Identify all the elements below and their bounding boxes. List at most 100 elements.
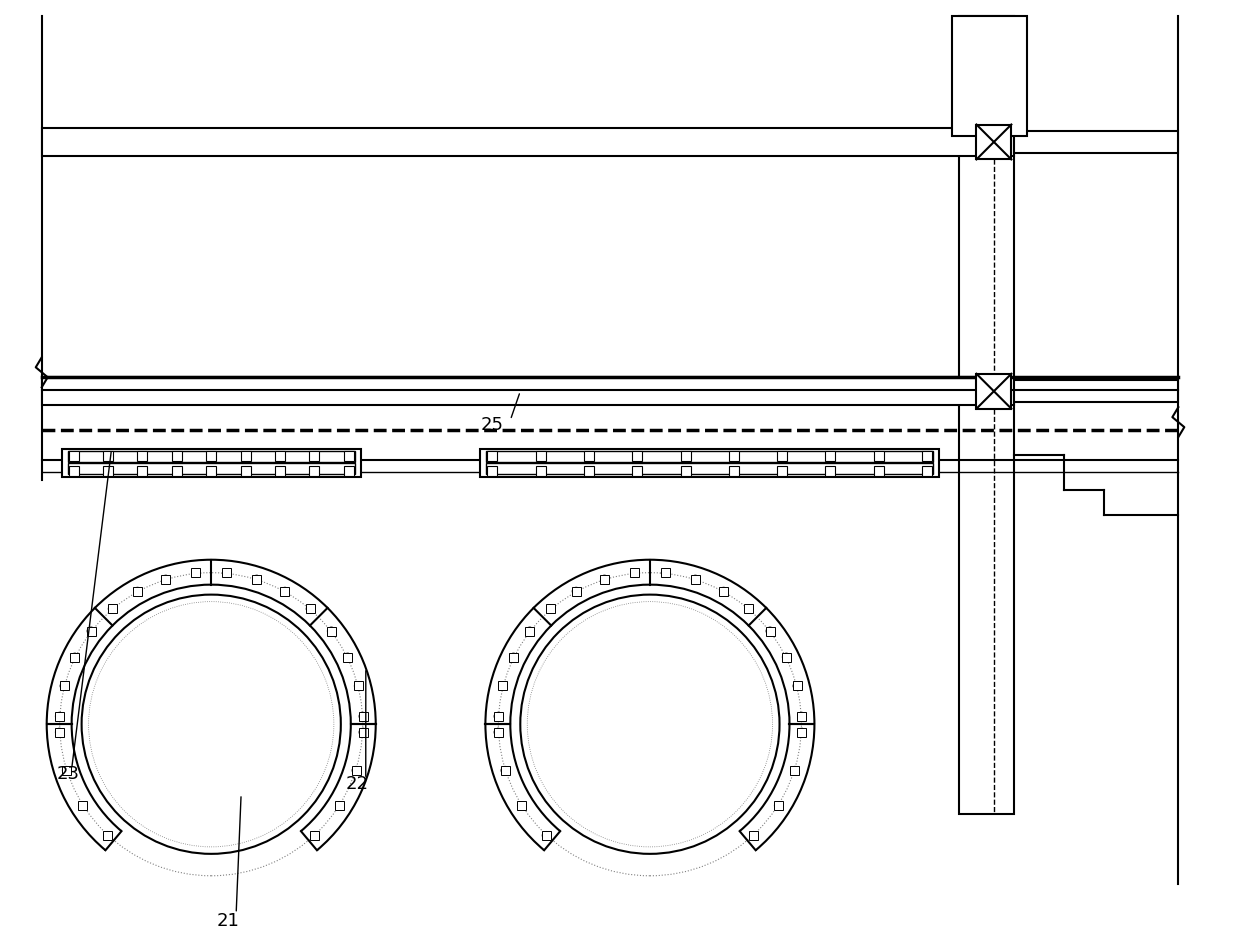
Circle shape <box>242 453 249 460</box>
Bar <box>487 466 497 476</box>
Circle shape <box>730 453 738 460</box>
Circle shape <box>794 682 801 690</box>
Circle shape <box>174 468 180 474</box>
Circle shape <box>208 468 215 474</box>
Circle shape <box>750 831 758 840</box>
Bar <box>486 464 932 474</box>
Circle shape <box>139 468 146 474</box>
Bar <box>343 653 352 662</box>
Bar <box>681 466 691 476</box>
Circle shape <box>306 605 314 612</box>
Bar <box>78 801 87 810</box>
Circle shape <box>60 682 68 690</box>
Circle shape <box>682 468 689 474</box>
Bar <box>782 653 791 662</box>
Bar <box>172 452 182 461</box>
Circle shape <box>797 728 806 736</box>
Bar <box>792 682 801 690</box>
Circle shape <box>537 468 544 474</box>
Bar <box>87 626 95 636</box>
Circle shape <box>501 767 510 774</box>
Bar <box>691 575 699 583</box>
Bar <box>55 712 64 721</box>
Bar <box>777 466 787 476</box>
Circle shape <box>517 801 526 810</box>
Circle shape <box>345 468 352 474</box>
Bar <box>60 682 68 690</box>
Bar <box>138 466 148 476</box>
Circle shape <box>139 453 146 460</box>
Bar <box>62 449 361 477</box>
Bar <box>526 626 534 636</box>
Circle shape <box>343 654 352 661</box>
Bar <box>542 831 551 840</box>
Bar <box>241 452 250 461</box>
Bar <box>630 568 639 578</box>
Circle shape <box>345 453 352 460</box>
Circle shape <box>208 453 215 460</box>
Bar <box>959 16 1014 814</box>
Circle shape <box>56 712 63 720</box>
Bar <box>280 587 289 596</box>
Bar <box>222 568 231 578</box>
Circle shape <box>223 569 231 577</box>
Circle shape <box>311 453 317 460</box>
Bar <box>790 766 800 775</box>
Circle shape <box>827 453 835 460</box>
Bar <box>729 466 739 476</box>
Circle shape <box>134 587 141 596</box>
Circle shape <box>108 605 117 612</box>
Circle shape <box>600 575 609 583</box>
Circle shape <box>572 587 580 596</box>
Circle shape <box>174 453 180 460</box>
Bar <box>826 466 836 476</box>
Circle shape <box>489 453 496 460</box>
Bar <box>749 831 758 840</box>
Bar <box>744 604 754 613</box>
Bar <box>206 452 216 461</box>
Bar <box>133 587 143 596</box>
Circle shape <box>875 468 883 474</box>
Bar <box>494 712 502 721</box>
Bar <box>352 766 361 775</box>
Circle shape <box>489 468 496 474</box>
Circle shape <box>779 468 786 474</box>
Text: 21: 21 <box>216 912 239 929</box>
Bar <box>661 568 670 578</box>
Bar <box>55 727 64 737</box>
Bar <box>976 124 1012 160</box>
Bar <box>584 452 594 461</box>
Circle shape <box>924 453 930 460</box>
Bar <box>358 727 367 737</box>
Circle shape <box>782 654 790 661</box>
Circle shape <box>161 575 170 583</box>
Circle shape <box>352 767 360 774</box>
Bar <box>976 374 1012 409</box>
Circle shape <box>542 831 551 840</box>
Bar <box>68 451 355 462</box>
Bar <box>310 452 320 461</box>
Bar <box>206 466 216 476</box>
Circle shape <box>766 627 774 635</box>
Bar <box>501 766 510 775</box>
Circle shape <box>71 453 77 460</box>
Bar <box>275 466 285 476</box>
Bar <box>774 801 782 810</box>
Circle shape <box>104 453 112 460</box>
Circle shape <box>730 468 738 474</box>
Circle shape <box>634 453 641 460</box>
Bar <box>487 452 497 461</box>
Bar <box>310 831 320 840</box>
Circle shape <box>82 595 341 854</box>
Bar <box>191 568 201 578</box>
Circle shape <box>87 627 95 635</box>
Circle shape <box>585 453 593 460</box>
Bar <box>729 452 739 461</box>
Bar <box>632 466 642 476</box>
Circle shape <box>631 569 639 577</box>
Circle shape <box>526 627 533 635</box>
Bar <box>358 712 367 721</box>
Circle shape <box>827 468 835 474</box>
Bar <box>572 587 580 596</box>
Circle shape <box>547 605 556 612</box>
